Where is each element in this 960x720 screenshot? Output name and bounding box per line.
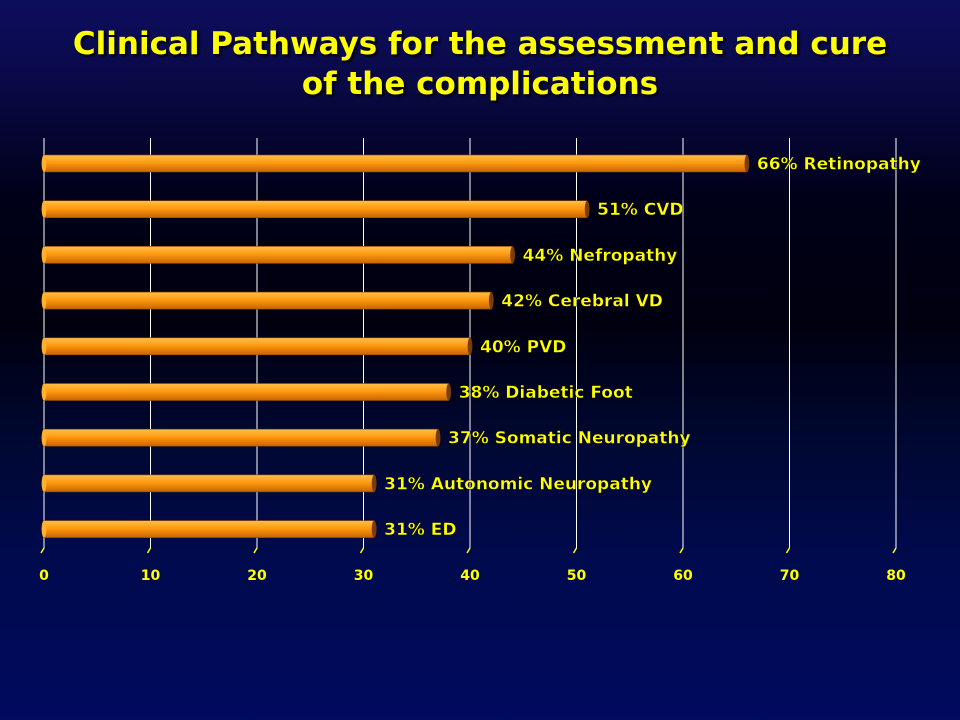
x-tick-mark-60: [679, 547, 684, 554]
x-tick-label: 50: [567, 568, 587, 584]
bar: [43, 337, 471, 356]
x-tick-label: 0: [39, 568, 49, 584]
bar-label: 38% Diabetic Foot: [459, 383, 633, 403]
bar-end-cap: [510, 246, 515, 264]
x-tick-mark-70: [785, 547, 791, 554]
chart-title: Clinical Pathways for the assessment and…: [0, 24, 960, 104]
chart-title-line-2: of the complications: [301, 66, 659, 102]
bar: [43, 154, 748, 173]
bar-end-cap: [744, 155, 750, 172]
bar: [43, 520, 375, 538]
bar-end-cap: [584, 200, 590, 218]
bar-start-cap: [41, 200, 47, 218]
x-tick-mark-20: [253, 547, 258, 554]
bars: 66% Retinopathy 51% CVD 44% Nefropathy 42% …: [41, 154, 921, 540]
bar-label: 66% Retinopathy: [757, 155, 921, 175]
bar: [43, 246, 513, 264]
bar-end-cap: [371, 474, 377, 492]
bar-start-cap: [41, 246, 47, 264]
bar-start-cap: [41, 292, 47, 310]
x-tick-label: 20: [247, 568, 267, 584]
bar: [43, 383, 450, 401]
x-tick-label: 10: [141, 568, 161, 584]
x-tick-mark-0: [40, 547, 45, 554]
x-tick-mark-50: [572, 547, 578, 554]
bar-start-cap: [41, 520, 47, 538]
x-tick-label: 30: [354, 568, 374, 584]
x-tick-label: 80: [886, 568, 906, 584]
bar-start-cap: [41, 155, 47, 172]
x-tick-mark-10: [146, 547, 152, 554]
bar-label: 40% PVD: [480, 337, 566, 357]
x-tick-mark-80: [892, 547, 897, 554]
x-tick-label: 70: [780, 568, 800, 584]
x-tick-label: 40: [460, 568, 480, 584]
bar: [43, 291, 492, 310]
bar-end-cap: [446, 383, 452, 401]
x-tick-mark-30: [359, 547, 365, 554]
bar-label: 42% Cerebral VD: [501, 292, 663, 312]
bar-end-cap: [467, 337, 473, 355]
x-tick-mark-40: [466, 547, 471, 554]
bar-label: 44% Nefropathy: [523, 246, 678, 266]
bar: [43, 428, 439, 447]
bar-start-cap: [41, 383, 47, 401]
bar-end-cap: [371, 520, 377, 538]
bar-start-cap: [41, 429, 47, 447]
bar-end-cap: [488, 292, 494, 310]
bar-label: 31% ED: [384, 520, 456, 540]
chart-title-line-1: Clinical Pathways for the assessment and…: [72, 26, 888, 62]
bar-label: 51% CVD: [597, 200, 683, 220]
x-tick-label: 60: [673, 568, 693, 584]
bar-start-cap: [41, 337, 47, 355]
bar-label: 37% Somatic Neuropathy: [448, 429, 691, 449]
bar: [43, 200, 588, 218]
x-axis: 0 10 20 30 40 50 60 70 80: [39, 547, 906, 584]
bar-label: 31% Autonomic Neuropathy: [384, 474, 652, 494]
bar: [43, 474, 375, 493]
bar-start-cap: [41, 474, 47, 492]
bar-end-cap: [435, 429, 441, 447]
